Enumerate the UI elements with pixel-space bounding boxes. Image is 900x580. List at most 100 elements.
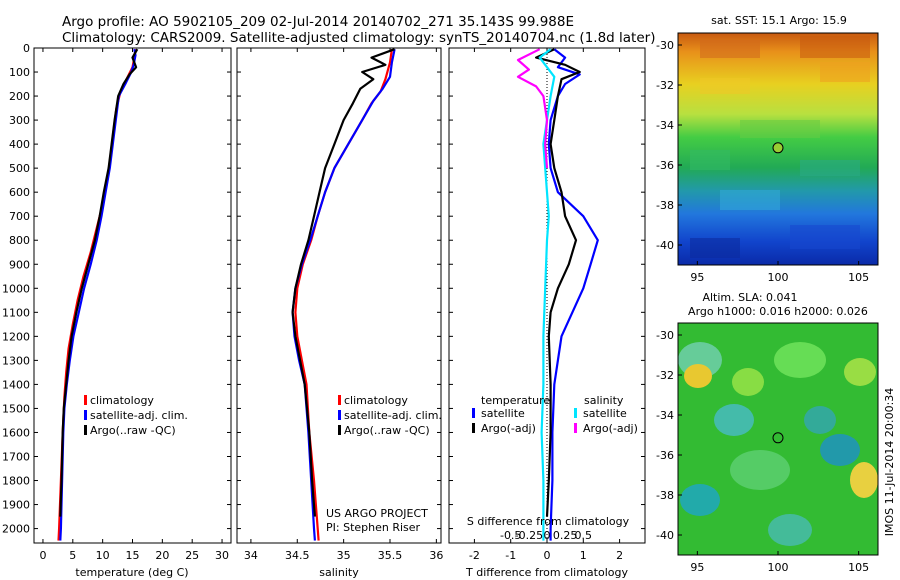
lon-tick-label: 105 (848, 271, 869, 284)
legend-title-salinity: salinity (584, 394, 624, 407)
series-line (291, 48, 395, 517)
depth-tick-label: 1300 (2, 354, 30, 367)
t-difference-axis-label: T difference from climatology (465, 566, 628, 579)
legend-swatch-climatology (84, 395, 87, 405)
x-tick-label: 10 (96, 549, 110, 562)
depth-tick-label: 600 (9, 186, 30, 199)
sla-map-title-line1: Altim. SLA: 0.041 (702, 291, 797, 304)
x-tick-label: 0 (544, 549, 551, 562)
x-tick-label: 15 (126, 549, 140, 562)
depth-tick-label: 1000 (2, 282, 30, 295)
legend-label-argo: Argo(..raw -QC) (90, 424, 176, 437)
depth-tick-label: 800 (9, 234, 30, 247)
temperature-axis-label: temperature (deg C) (75, 566, 188, 579)
depth-tick-label: 1700 (2, 450, 30, 463)
depth-tick-label: 2000 (2, 523, 30, 536)
salinity-axis-label: salinity (319, 566, 359, 579)
lat-tick-label: -38 (656, 199, 674, 212)
depth-tick-label: 700 (9, 210, 30, 223)
lat-tick-label: -30 (656, 329, 674, 342)
sst-patch (690, 238, 740, 258)
s-tick-label: -0.5 (500, 529, 521, 542)
x-tick-label: 1 (580, 549, 587, 562)
legend-label-satellite: satellite-adj. clim. (90, 409, 188, 422)
difference-panel: -2 -1 0 1 2 temperature salinity satellite A… (448, 47, 646, 579)
x-tick-label: -2 (469, 549, 480, 562)
argo-position-marker (772, 142, 784, 154)
series-line (57, 49, 137, 541)
temperature-legend: climatology satellite-adj. clim. Argo(..… (84, 394, 188, 437)
lon-tick-label: 95 (690, 561, 704, 574)
lon-tick-label: 105 (848, 561, 869, 574)
salinity-depth-ticks (237, 47, 441, 530)
difference-legend: temperature salinity satellite Argo(-adj… (472, 394, 638, 435)
series-line (516, 48, 549, 169)
depth-tick-label: 300 (9, 114, 30, 127)
sla-map-ticks: 95 100 105 -30 -32 -34 -36 -38 -40 (656, 329, 869, 574)
x-tick-label: 20 (155, 549, 169, 562)
depth-tick-label: 200 (9, 90, 30, 103)
legend-swatch-sal-satellite (574, 408, 577, 418)
sst-patch (720, 190, 780, 210)
depth-tick-label: 1200 (2, 330, 30, 343)
salinity-panel: 34 34.5 35 35.5 36 salinity climatology sate… (236, 47, 443, 579)
legend-label-temp-argo: Argo(-adj) (481, 422, 536, 435)
lat-tick-label: -32 (656, 79, 674, 92)
project-credit: US ARGO PROJECT (326, 507, 428, 520)
difference-depth-ticks (449, 47, 645, 530)
lon-tick-label: 100 (768, 561, 789, 574)
sla-texture (678, 342, 878, 546)
lat-tick-label: -36 (656, 159, 674, 172)
lat-tick-label: -32 (656, 369, 674, 382)
x-tick-label: 34 (244, 549, 258, 562)
x-tick-label: 25 (185, 549, 199, 562)
depth-tick-label: 500 (9, 162, 30, 175)
depth-tick-label: 1600 (2, 426, 30, 439)
sla-map-title-line2: Argo h1000: 0.016 h2000: 0.026 (688, 305, 868, 318)
s-difference-axis-label: S difference from climatology (467, 515, 630, 528)
s-tick-label: -0.25 (515, 529, 543, 542)
sst-patch (690, 150, 730, 170)
lon-tick-label: 100 (768, 271, 789, 284)
sst-map-panel: sat. SST: 15.1 Argo: 15.9 95 100 105 -30 -32… (656, 14, 879, 284)
depth-tick-label: 1100 (2, 306, 30, 319)
series-line (59, 48, 139, 517)
s-tick-label: 0.5 (575, 529, 593, 542)
sst-map-ticks: 95 100 105 -30 -32 -34 -36 -38 -40 (656, 39, 869, 284)
legend-swatch-climatology (338, 395, 341, 405)
sst-patch (700, 40, 760, 58)
salinity-x-axis: 34 34.5 35 35.5 36 (244, 48, 443, 562)
temperature-x-axis: 0 5 10 15 20 25 30 (39, 48, 229, 562)
temperature-profiles (57, 48, 139, 541)
legend-label-satellite: satellite-adj. clim. (344, 409, 442, 422)
lon-tick-label: 95 (690, 271, 704, 284)
legend-swatch-sal-argo (574, 423, 577, 433)
x-tick-label: 35 (337, 549, 351, 562)
sla-blob (844, 358, 876, 386)
x-tick-label: 5 (69, 549, 76, 562)
sla-blob (804, 406, 836, 434)
s-difference-ticks: -0.5-0.25 0 0.250.5 (500, 529, 592, 542)
legend-label-climatology: climatology (90, 394, 154, 407)
sla-blob (768, 514, 812, 546)
lat-tick-label: -34 (656, 409, 674, 422)
depth-tick-label: 400 (9, 138, 30, 151)
x-tick-label: 2 (616, 549, 623, 562)
x-tick-label: 0 (39, 549, 46, 562)
sst-patch (700, 78, 750, 94)
lat-tick-label: -38 (656, 489, 674, 502)
sla-map-panel: Altim. SLA: 0.041 Argo h1000: 0.016 h200… (656, 291, 879, 574)
salinity-profiles (291, 48, 396, 541)
series-line (547, 48, 599, 541)
depth-axis: 0 100 200 300 400 500 600 700 800 900 1000 1100 1200… (2, 42, 231, 536)
legend-label-sal-satellite: satellite (583, 407, 627, 420)
x-tick-label: 35.5 (378, 549, 403, 562)
sst-patch (800, 160, 860, 176)
salinity-legend: climatology satellite-adj. clim. Argo(..… (338, 394, 442, 437)
legend-label-argo: Argo(..raw -QC) (344, 424, 430, 437)
legend-label-climatology: climatology (344, 394, 408, 407)
depth-tick-label: 1400 (2, 378, 30, 391)
depth-tick-label: 0 (23, 42, 30, 55)
lat-tick-label: -34 (656, 119, 674, 132)
